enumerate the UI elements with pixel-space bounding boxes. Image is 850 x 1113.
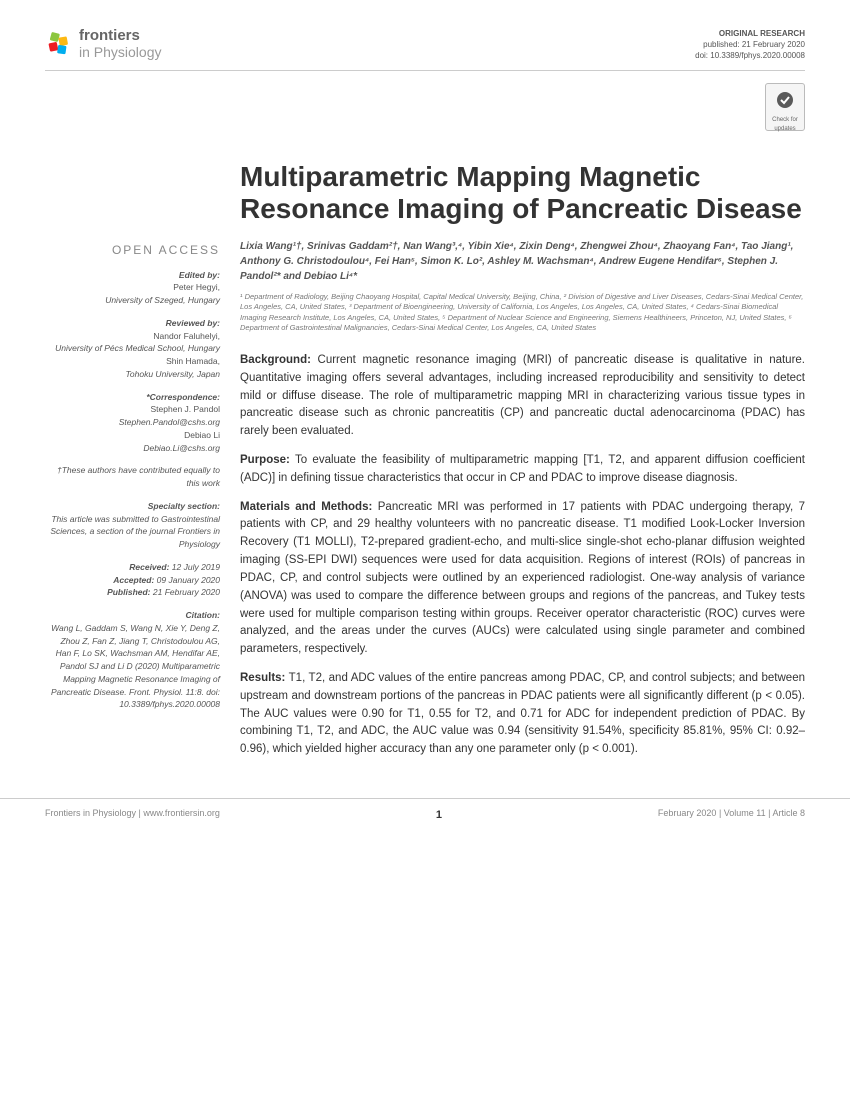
crossmark-icon xyxy=(775,90,795,110)
frontiers-logo-icon xyxy=(45,30,73,58)
background-text: Current magnetic resonance imaging (MRI)… xyxy=(240,354,805,437)
published-date: 21 February 2020 xyxy=(153,587,220,597)
editor-affiliation: University of Szeged, Hungary xyxy=(45,294,220,307)
publication-info: ORIGINAL RESEARCH published: 21 February… xyxy=(695,28,805,62)
reviewer2-affiliation: Tohoku University, Japan xyxy=(45,368,220,381)
published-label: Published: xyxy=(107,587,150,597)
corr1-name: Stephen J. Pandol xyxy=(45,403,220,416)
pub-date: published: 21 February 2020 xyxy=(695,39,805,50)
dates-section: Received: 12 July 2019 Accepted: 09 Janu… xyxy=(45,561,220,599)
article-title: Multiparametric Mapping Magnetic Resonan… xyxy=(240,161,805,225)
contribution-note: †These authors have contributed equally … xyxy=(45,464,220,490)
results-heading: Results: xyxy=(240,672,285,684)
article-main: Multiparametric Mapping Magnetic Resonan… xyxy=(240,241,805,770)
editor-name: Peter Hegyi, xyxy=(45,281,220,294)
footer-issue-info: February 2020 | Volume 11 | Article 8 xyxy=(658,807,805,824)
reviewer2-name: Shin Hamada, xyxy=(45,355,220,368)
correspondence-label: *Correspondence: xyxy=(45,391,220,404)
purpose-text: To evaluate the feasibility of multipara… xyxy=(240,454,805,484)
doi: doi: 10.3389/fphys.2020.00008 xyxy=(695,50,805,61)
received-date: 12 July 2019 xyxy=(172,562,220,572)
check-updates-badge[interactable]: Check for updates xyxy=(765,83,805,131)
corr1-email: Stephen.Pandol@cshs.org xyxy=(45,416,220,429)
specialty-section: Specialty section: This article was subm… xyxy=(45,500,220,551)
accepted-label: Accepted: xyxy=(113,575,154,585)
check-updates-label: Check for updates xyxy=(766,116,804,134)
reviewed-by-label: Reviewed by: xyxy=(45,317,220,330)
corr2-name: Debiao Li xyxy=(45,429,220,442)
specialty-label: Specialty section: xyxy=(45,500,220,513)
abstract-purpose: Purpose: To evaluate the feasibility of … xyxy=(240,452,805,488)
edited-by-label: Edited by: xyxy=(45,269,220,282)
accepted-date: 09 January 2020 xyxy=(157,575,220,585)
methods-heading: Materials and Methods: xyxy=(240,501,372,513)
abstract-methods: Materials and Methods: Pancreatic MRI wa… xyxy=(240,499,805,659)
abstract-background: Background: Current magnetic resonance i… xyxy=(240,352,805,441)
journal-logo: frontiers in Physiology xyxy=(45,28,162,60)
specialty-text: This article was submitted to Gastrointe… xyxy=(45,513,220,551)
page-header: frontiers in Physiology ORIGINAL RESEARC… xyxy=(45,28,805,71)
author-list: Lixia Wang¹†, Srinivas Gaddam²†, Nan Wan… xyxy=(240,239,805,284)
page-number: 1 xyxy=(436,807,442,824)
citation-text: Wang L, Gaddam S, Wang N, Xie Y, Deng Z,… xyxy=(45,622,220,711)
methods-text: Pancreatic MRI was performed in 17 patie… xyxy=(240,501,805,656)
article-sidebar: OPEN ACCESS Edited by: Peter Hegyi, Univ… xyxy=(45,241,220,770)
article-type: ORIGINAL RESEARCH xyxy=(695,28,805,39)
open-access-label: OPEN ACCESS xyxy=(45,241,220,259)
received-label: Received: xyxy=(129,562,169,572)
edited-by-section: Edited by: Peter Hegyi, University of Sz… xyxy=(45,269,220,307)
reviewed-by-section: Reviewed by: Nandor Faluhelyi, Universit… xyxy=(45,317,220,381)
purpose-heading: Purpose: xyxy=(240,454,290,466)
correspondence-section: *Correspondence: Stephen J. Pandol Steph… xyxy=(45,391,220,455)
page-footer: Frontiers in Physiology | www.frontiersi… xyxy=(0,798,850,844)
journal-name: in Physiology xyxy=(79,45,162,60)
abstract-results: Results: T1, T2, and ADC values of the e… xyxy=(240,670,805,759)
citation-section: Citation: Wang L, Gaddam S, Wang N, Xie … xyxy=(45,609,220,711)
background-heading: Background: xyxy=(240,354,311,366)
results-text: T1, T2, and ADC values of the entire pan… xyxy=(240,672,805,755)
reviewer1-affiliation: University of Pécs Medical School, Hunga… xyxy=(45,342,220,355)
brand-name: frontiers xyxy=(79,28,162,45)
affiliation-list: ¹ Department of Radiology, Beijing Chaoy… xyxy=(240,292,805,334)
footer-journal-link[interactable]: Frontiers in Physiology | www.frontiersi… xyxy=(45,807,220,824)
corr2-email: Debiao.Li@cshs.org xyxy=(45,442,220,455)
citation-label: Citation: xyxy=(45,609,220,622)
reviewer1-name: Nandor Faluhelyi, xyxy=(45,330,220,343)
